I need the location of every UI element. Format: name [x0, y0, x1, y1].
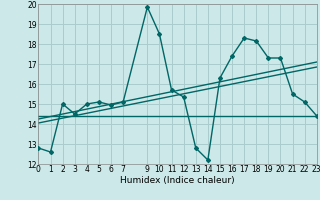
X-axis label: Humidex (Indice chaleur): Humidex (Indice chaleur)	[120, 176, 235, 185]
